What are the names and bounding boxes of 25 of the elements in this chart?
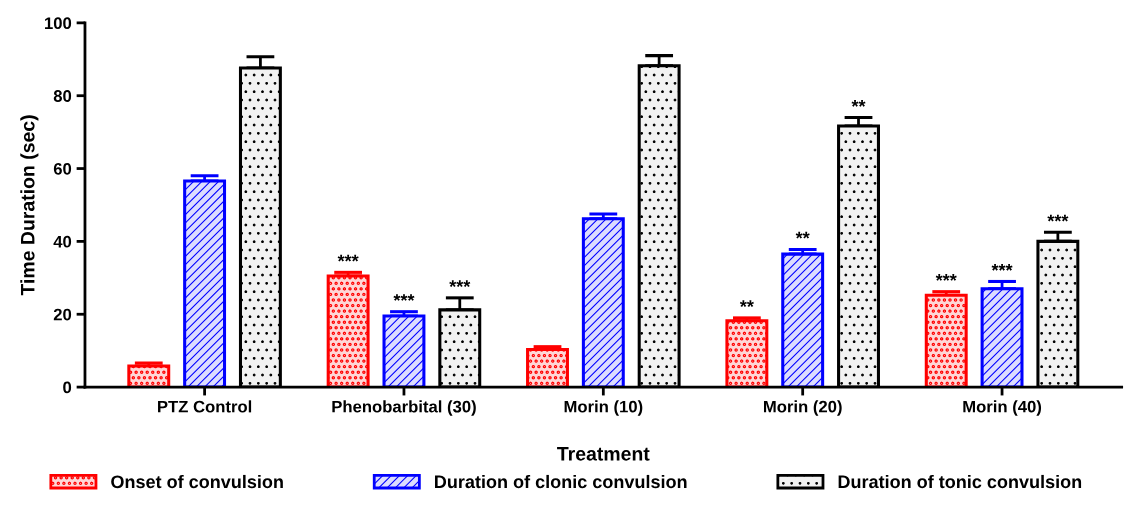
y-tick-label: 40 [53,235,72,248]
data-label: *** [337,254,359,262]
x-tick-label: Phenobarbital (30) [332,400,476,416]
x-tick-label: Morin (10) [564,400,643,416]
data-label: ** [851,100,866,107]
y-tick-label: 60 [53,162,72,175]
legend-label: Duration of tonic convulsion [838,474,1082,489]
data-label: ** [739,300,754,308]
legend-label: Duration of clonic convulsion [435,474,687,489]
y-tick-label: 100 [45,17,72,30]
data-label: *** [393,294,415,301]
data-label: ** [795,231,810,239]
y-tick-label: 20 [53,308,72,321]
legend-label: Onset of convulsion [111,474,283,489]
data-label: *** [1047,214,1069,222]
data-label: *** [449,280,471,288]
y-tick-label: 80 [53,90,72,102]
y-axis-title: Time Duration (sec) [20,115,39,296]
x-axis-title: Treatment [557,447,650,461]
data-label: *** [935,274,957,281]
x-tick-label: Morin (20) [763,400,842,416]
data-label: *** [991,263,1013,271]
x-tick-label: Morin (40) [963,400,1042,416]
x-tick-label: PTZ Control [158,400,252,413]
y-tick-label: 0 [63,381,72,394]
